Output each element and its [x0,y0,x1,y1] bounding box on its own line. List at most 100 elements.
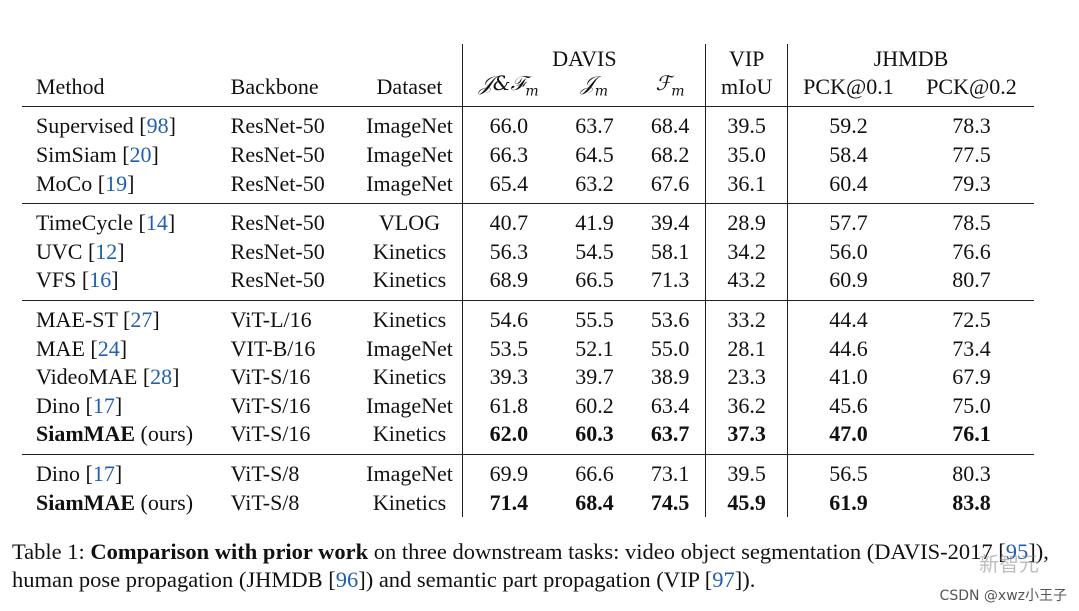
caption-label: Table 1: [12,539,85,564]
cell-davis-jf: 39.3 [462,363,555,392]
table-row: MAE [24] VIT-B/16 ImageNet 53.5 52.1 55.0 28.1… [22,334,1034,364]
method-citation[interactable]: 28 [150,364,173,390]
cell-pck-01: 58.4 [786,140,909,170]
cell-davis-jf: 66.0 [462,106,555,141]
cell-davis-j: 63.7 [575,113,614,139]
cell-davis-jf: 40.7 [462,203,555,238]
method-citation[interactable]: 27 [130,306,153,332]
cell-vip-miou: 34.2 [705,237,788,267]
cell-vip-miou: 33.2 [705,300,788,335]
cell-pck-02: 79.3 [908,169,1034,205]
header-davis-j: 𝒥m [554,70,635,108]
header-method: Method [22,70,231,108]
cell-pck-01: 60.4 [786,169,909,205]
watermark-credit: CSDN @xwz小王子 [939,588,1067,604]
method-citation[interactable]: 19 [105,170,128,196]
table-row: SimSiam [20] ResNet-50 ImageNet 66.3 64.5 68.… [22,140,1034,170]
cell-vip-miou: 35.0 [705,140,788,170]
cell-davis-jf: 54.6 [462,300,555,335]
method-citation[interactable]: 98 [146,113,169,139]
cell-pck-02: 77.5 [952,141,991,167]
cell-davis-f: 55.0 [650,335,690,361]
cell-method: MoCo [19] [22,169,231,205]
cell-method: SimSiam [20] [36,141,159,167]
watermark-logo: 新智元 [979,552,1039,576]
header-davis-jf: 𝒥&ℱm [462,70,555,108]
header-column-row: Method Backbone Dataset 𝒥&ℱm 𝒥m ℱm mIoU … [22,70,1034,108]
method-name: VFS [36,267,77,293]
method-citation[interactable]: 20 [129,141,152,167]
cell-davis-f: 73.1 [650,460,690,486]
table-caption: Table 1: Comparison with prior work on t… [12,538,1052,594]
cell-davis-f: 38.9 [650,364,690,390]
cell-dataset: Kinetics [372,238,447,264]
cell-method: SiamMAE (ours) [22,489,231,518]
method-name: TimeCycle [36,210,133,236]
cell-davis-f: 53.6 [650,306,690,332]
table-row: MoCo [19] ResNet-50 ImageNet 65.4 63.2 67.6 36… [22,169,1034,205]
method-citation[interactable]: 14 [145,210,168,236]
caption-ref-vip[interactable]: 97 [712,567,735,592]
header-davis-jf-symbol: 𝒥&ℱ [478,71,526,95]
cell-davis-j: 64.5 [575,141,614,167]
method-citation[interactable]: 17 [92,460,115,486]
cell-davis-jf: 71.4 [462,488,555,518]
cell-pck-01: 44.6 [786,334,909,364]
cell-vip-miou: 23.3 [705,363,788,392]
cell-method: Supervised [98] [36,113,176,139]
cell-davis-f: 63.4 [650,392,690,418]
cell-pck-01: 45.6 [786,391,909,421]
cell-davis-jf: 65.4 [462,169,555,205]
header-group-jhmdb: JHMDB [786,44,1034,70]
method-citation[interactable]: 17 [92,392,115,418]
comparison-table: DAVIS VIP JHMDB Method Backbone Dataset … [22,44,1034,518]
cell-davis-j: 66.5 [554,266,635,301]
cell-pck-02: 67.9 [952,364,991,390]
cell-davis-jf: 68.9 [462,266,555,301]
cell-dataset: ImageNet [366,392,453,418]
cell-method: MAE [24] [36,335,128,361]
caption-ref-jhmdb[interactable]: 96 [335,567,359,592]
cell-pck-02: 73.4 [952,335,991,361]
cell-pck-02: 75.0 [952,392,991,418]
cell-backbone: ViT-S/8 [230,460,300,486]
method-citation[interactable]: 12 [95,238,118,264]
method-citation[interactable]: 24 [97,335,120,361]
cell-backbone: ViT-S/16 [230,420,357,455]
cell-davis-jf: 53.5 [462,334,555,364]
cell-davis-j: 39.7 [575,364,614,390]
cell-davis-f: 58.1 [650,238,690,264]
cell-pck-01: 47.0 [786,420,909,455]
header-davis-jf-sub: m [525,83,539,100]
table-body: Supervised [98] ResNet-50 ImageNet 66.0 63.7… [22,106,1034,518]
table-row: VFS [16] ResNet-50 Kinetics 68.9 66.5 71.3 43.… [22,266,1034,301]
cell-dataset: Kinetics [356,266,463,301]
header-davis-j-sub: m [594,83,609,100]
cell-davis-j: 41.9 [575,210,614,236]
cell-pck-02: 80.3 [952,460,991,486]
cell-vip-miou: 36.2 [705,391,788,421]
table-row: Supervised [98] ResNet-50 ImageNet 66.0 63.7… [22,106,1034,141]
cell-backbone: ResNet-50 [230,238,325,264]
table-row: SiamMAE (ours) ViT-S/16 Kinetics 62.0 60.3 63… [22,420,1034,455]
header-davis-f-sub: m [671,83,685,100]
cell-davis-j: 66.6 [575,460,614,486]
caption-ref-davis[interactable]: 95 [1005,539,1029,564]
cell-dataset: VLOG [378,210,441,236]
cell-davis-j: 68.4 [575,489,614,515]
header-backbone: Backbone [230,70,357,108]
cell-backbone: ResNet-50 [230,210,325,236]
cell-method: VFS [16] [22,266,231,301]
cell-pck-01: 44.4 [786,300,909,335]
cell-vip-miou: 39.5 [705,454,788,489]
table-row: Dino [17] ViT-S/8 ImageNet 69.9 66.6 73.1 39.5… [22,454,1034,489]
cell-davis-f: 39.4 [650,210,690,236]
method-citation[interactable]: 16 [89,267,112,293]
cell-vip-miou: 37.3 [705,420,788,455]
caption-text-4: ]). [734,567,756,592]
cell-vip-miou: 36.1 [705,169,788,205]
header-vip-miou: mIoU [705,70,788,108]
cell-davis-f: 74.5 [650,489,690,515]
cell-pck-02: 72.5 [952,306,991,332]
cell-method: Dino [17] [36,392,123,418]
